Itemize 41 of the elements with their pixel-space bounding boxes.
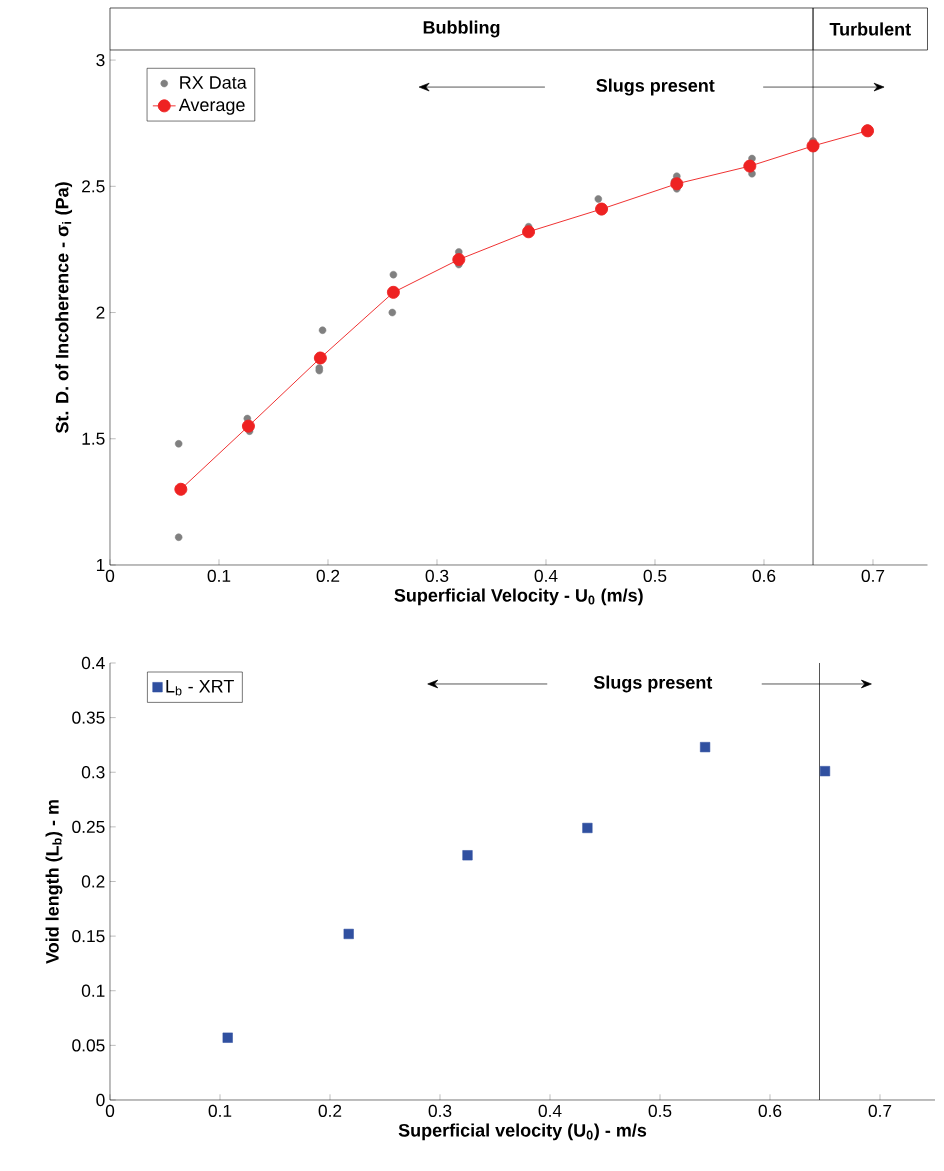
x-tick-label: 0.4 [538,1104,562,1117]
y-tick-label: 0.35 [72,711,105,724]
y-tick-label: 2 [96,306,105,319]
y-tick-label: 0.2 [81,875,105,888]
x-tick-label: 0.2 [316,569,340,582]
x-tick-label: 0.3 [425,569,449,582]
x-tick-label: 0.1 [208,1104,232,1117]
x-tick-label: 0.3 [428,1104,452,1117]
x-tick-label: 0.1 [207,569,231,582]
x-axis-title: Superficial Velocity - U$_{0}$ (m/s) [394,588,643,606]
x-tick-label: 0 [105,1104,115,1117]
text: Bubbling [423,20,500,38]
y-tick-label: 0.1 [81,984,105,997]
x-axis-title: Superficial velocity (U$_{0}$) - m/s [398,1123,647,1141]
y-tick-label: 2.5 [82,180,105,193]
y-tick-label: 0 [96,1093,105,1107]
x-tick-label: 0.2 [318,1104,342,1117]
y-axis-title: St. D. of Incoherence - σ$_{i}$ (Pa) [55,182,73,434]
x-tick-label: 0.7 [868,1104,892,1117]
legend-label: Average [178,98,245,115]
annotation: Slugs present [593,675,713,693]
y-tick-label: 0.15 [72,929,105,943]
y-tick-label: 0.05 [72,1039,105,1052]
x-tick-label: 0.7 [861,569,885,582]
y-tick-label: 1.5 [82,432,105,445]
x-tick-label: 0.5 [648,1104,672,1117]
y-axis-title: Void length (L$_{b}$) - m [45,800,63,964]
legend-label: L$_{b}$ - XRT [166,680,234,696]
y-tick-label: 0.4 [81,656,105,670]
x-tick-label: 0.6 [758,1104,782,1117]
text: Turbulent [829,22,911,36]
x-tick-label: 0 [105,569,115,582]
x-tick-label: 0.6 [752,569,776,582]
x-tick-label: 0.4 [534,569,558,582]
annotation: Slugs present [596,78,715,96]
legend-label: RX Data [180,76,247,89]
y-tick-label: 0.3 [81,766,105,779]
y-tick-label: 3 [96,53,105,67]
y-tick-label: 0.25 [72,820,105,834]
y-tick-label: 1 [96,559,105,571]
x-tick-label: 0.5 [643,569,667,582]
